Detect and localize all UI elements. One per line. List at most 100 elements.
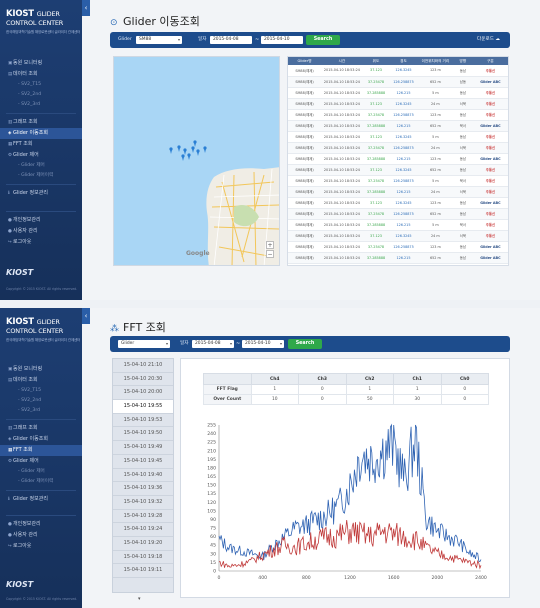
nav-item-monitoring[interactable]: ▣동원 모니터링 <box>0 364 82 375</box>
table-row[interactable]: SM88(예제) 2015-04-10 18:53:24 37.285888 126.… <box>288 120 508 132</box>
date-to-input[interactable]: 2015-04-10 <box>261 36 303 44</box>
nav-item-glider-control[interactable]: ⚙Glider 제어 <box>0 456 82 467</box>
zoom-in-button[interactable]: + <box>266 241 274 249</box>
nav-item-glider-control[interactable]: ⚙Glider 제어 <box>0 150 82 161</box>
y-tick-label: 30 <box>210 551 216 557</box>
nav-item-users[interactable]: ●사용자 관리 <box>0 226 82 237</box>
table-row[interactable]: SM88(예제) 2015-04-10 18:53:24 37.123 126.324… <box>288 98 508 110</box>
time-list-item[interactable]: 15-04-10 19:24 <box>113 523 173 537</box>
chevron-down-icon[interactable]: ▾ <box>138 596 141 602</box>
glider-select[interactable]: Glider ▾ <box>118 340 170 348</box>
nav-sub-glider-control-history[interactable]: - Glider 제어이력 <box>18 479 54 484</box>
table-row[interactable]: SM88(예제) 2015-04-10 18:53:24 37.285888 126.… <box>288 87 508 99</box>
time-list-item[interactable]: 15-04-10 19:20 <box>113 537 173 551</box>
nav-sub-sv2-t15[interactable]: - SV2_T15 <box>18 388 42 393</box>
nav-item-logout[interactable]: ↪로그아웃 <box>0 541 82 552</box>
google-logo: Google <box>186 250 210 257</box>
time-list-item[interactable]: 15-04-10 20:30 <box>113 373 173 387</box>
time-list-item[interactable]: 15-04-10 19:49 <box>113 441 173 455</box>
time-list[interactable]: 15-04-10 21:10 15-04-10 20:30 15-04-10 20:… <box>112 358 174 593</box>
table-row[interactable]: SM88(예제) 2015-04-10 18:53:24 37.25478 126.2… <box>288 208 508 220</box>
table-cell: 652 m <box>417 208 453 220</box>
divider <box>6 211 76 212</box>
graph-icon: ▥ <box>8 120 13 125</box>
table-row[interactable]: SM88(예제) 2015-04-10 18:53:24 37.285888 126.… <box>288 186 508 198</box>
time-list-item[interactable]: 15-04-10 19:53 <box>113 414 173 428</box>
filter-toolbar: Glider ▾ 일자 2015-04-08 ▾ ~ 2015-04-10 ▾ Sea… <box>110 336 510 352</box>
time-list-item[interactable]: 15-04-10 19:18 <box>113 551 173 565</box>
table-cell: 주통신 <box>472 219 508 231</box>
nav-item-data[interactable]: ▤데이터 조회 <box>0 375 82 386</box>
nav-item-graph[interactable]: ▥그래프 조회 <box>0 423 82 434</box>
nav-item-profile[interactable]: ●개인정보관리 <box>0 519 82 530</box>
time-list-item[interactable]: 15-04-10 20:00 <box>113 386 173 401</box>
zoom-out-button[interactable]: − <box>266 250 274 258</box>
nav-item-logout[interactable]: ↪로그아웃 <box>0 237 82 248</box>
nav-sub-glider-control[interactable]: - Glider 제어 <box>18 469 45 474</box>
table-cell: 126.3245 <box>389 65 418 77</box>
brand-logo[interactable]: KIOST GLIDER CONTROL CENTER 한국해양과학기술원 해양… <box>6 318 80 343</box>
chevron-left-icon: ‹ <box>84 312 88 320</box>
table-row[interactable]: SM88(예제) 2015-04-10 18:53:24 37.285888 126.… <box>288 252 508 264</box>
table-cell: 북서 <box>452 175 473 187</box>
sidebar-collapse-button[interactable]: ‹ <box>82 0 90 16</box>
chevron-down-icon: ▾ <box>279 341 282 346</box>
table-cell: 37.285888 <box>362 219 390 231</box>
nav-item-glider-track[interactable]: ◈ Glider 이동조회 <box>0 128 82 139</box>
nav-item-glider-info[interactable]: ℹ Glider 정보관리 <box>0 494 82 505</box>
table-row[interactable]: SM88(예제) 2015-04-10 18:53:24 37.25478 126.2… <box>288 109 508 121</box>
table-cell: 2015-04-10 18:53:24 <box>321 65 363 77</box>
date-from-input[interactable]: 2015-04-08 <box>210 36 252 44</box>
table-row[interactable]: SM88(예제) 2015-04-10 18:53:24 37.25478 126.2… <box>288 175 508 187</box>
search-button[interactable]: Search <box>306 35 340 45</box>
table-row[interactable]: SM88(예제) 2015-04-10 18:53:24 37.123 126.324… <box>288 65 508 77</box>
logout-icon: ↪ <box>8 240 12 245</box>
time-list-item[interactable]: 15-04-10 21:10 <box>113 359 173 373</box>
glider-select[interactable]: SM88 ▾ <box>136 36 182 44</box>
search-button[interactable]: Search <box>288 339 322 349</box>
table-row[interactable]: SM88(예제) 2015-04-10 18:53:24 37.285888 126.… <box>288 153 508 165</box>
date-from-select[interactable]: 2015-04-08 ▾ <box>192 340 234 348</box>
nav-sub-sv2-2nd[interactable]: - SV2_2nd <box>18 92 42 97</box>
table-cell: 5 m <box>417 175 453 187</box>
table-cell: 24 m <box>417 186 453 198</box>
time-list-item[interactable]: 15-04-10 19:40 <box>113 469 173 483</box>
table-row[interactable]: SM88(예제) 2015-04-10 18:53:24 37.123 126.324… <box>288 197 508 209</box>
table-row[interactable]: SM88(예제) 2015-04-10 18:53:24 37.285888 126.… <box>288 219 508 231</box>
nav-sub-sv2-3rd[interactable]: - SV2_3rd <box>18 408 41 413</box>
time-list-item[interactable]: 15-04-10 19:55 <box>113 400 173 414</box>
nav-sub-glider-control[interactable]: - Glider 제어 <box>18 163 45 168</box>
time-list-item[interactable]: 15-04-10 19:45 <box>113 455 173 469</box>
table-row[interactable]: SM88(예제) 2015-04-10 18:53:24 37.123 126.324… <box>288 131 508 143</box>
table-row[interactable]: SM88(예제) 2015-04-10 18:53:24 37.25478 126.2… <box>288 76 508 88</box>
chevron-down-icon: ▾ <box>229 341 232 346</box>
nav-item-profile[interactable]: ●개인정보관리 <box>0 215 82 226</box>
table-row[interactable]: SM88(예제) 2015-04-10 18:53:24 37.123 126.324… <box>288 230 508 242</box>
nav-item-glider-track[interactable]: ◈ Glider 이동조회 <box>0 434 82 445</box>
time-list-item[interactable]: 15-04-10 19:50 <box>113 427 173 442</box>
brand-logo[interactable]: KIOST GLIDER CONTROL CENTER 한국해양과학기술원 해양… <box>6 10 80 35</box>
nav-item-data[interactable]: ▤데이터 조회 <box>0 69 82 80</box>
time-list-item[interactable]: 15-04-10 19:11 <box>113 564 173 578</box>
sidebar-collapse-button[interactable]: ‹ <box>82 308 90 324</box>
table-cell: 123 m <box>417 241 453 253</box>
nav-item-glider-info[interactable]: ℹ Glider 정보관리 <box>0 188 82 199</box>
nav-item-users[interactable]: ●사용자 관리 <box>0 530 82 541</box>
download-button[interactable]: 다운로드 ☁ <box>477 37 500 42</box>
table-row[interactable]: SM88(예제) 2015-04-10 18:53:24 37.25478 126.2… <box>288 142 508 154</box>
date-to-select[interactable]: 2015-04-10 ▾ <box>242 340 284 348</box>
nav-item-monitoring[interactable]: ▣동원 모니터링 <box>0 58 82 69</box>
time-list-item[interactable]: 15-04-10 19:32 <box>113 496 173 510</box>
map-view[interactable]: + − Google <box>113 56 280 266</box>
table-row[interactable]: SM88(예제) 2015-04-10 18:53:24 37.123 126.324… <box>288 164 508 176</box>
table-row[interactable]: SM88(예제) 2015-04-10 18:53:24 37.25478 126.2… <box>288 241 508 253</box>
time-list-item[interactable]: 15-04-10 19:28 <box>113 510 173 524</box>
nav-item-fft[interactable]: ▦FFT 조회 <box>0 139 82 150</box>
nav-sub-sv2-3rd[interactable]: - SV2_3rd <box>18 102 41 107</box>
nav-sub-sv2-2nd[interactable]: - SV2_2nd <box>18 398 42 403</box>
nav-item-graph[interactable]: ▥그래프 조회 <box>0 117 82 128</box>
nav-item-fft[interactable]: ▦FFT 조회 <box>0 445 82 456</box>
time-list-item[interactable]: 15-04-10 19:36 <box>113 482 173 496</box>
nav-sub-sv2-t15[interactable]: - SV2_T15 <box>18 82 42 87</box>
nav-sub-glider-control-history[interactable]: - Glider 제어이력 <box>18 173 54 178</box>
